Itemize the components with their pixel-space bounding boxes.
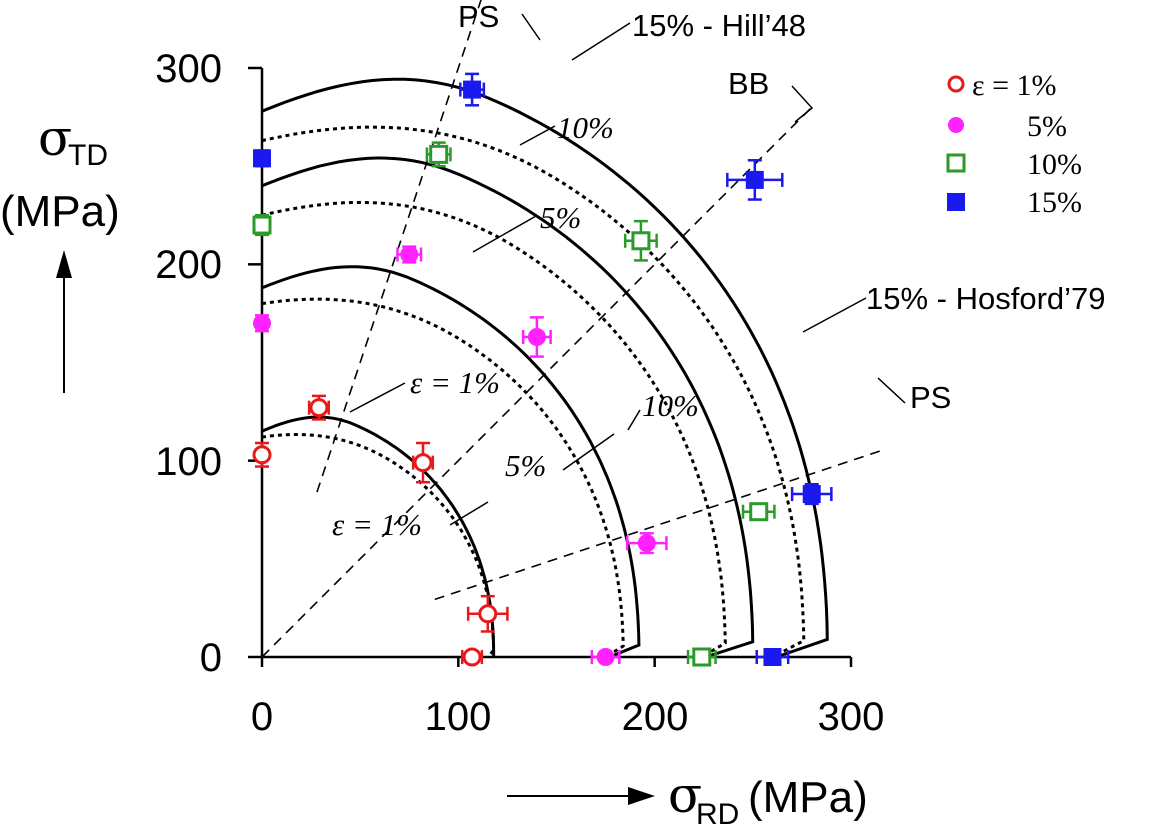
marker-open-circle [252, 445, 272, 465]
legend-item-15pct: 15% [947, 186, 1082, 219]
hill-10-label: 10% [557, 110, 614, 145]
data-point [623, 219, 658, 262]
marker-open-square [252, 215, 272, 235]
hill48-curve-5pct [261, 265, 641, 659]
data-point [466, 594, 509, 633]
hill48-curve-1pct [261, 415, 496, 658]
legend-item-10pct: 10% [946, 148, 1082, 181]
hosford-1-label: ε = 1% [332, 507, 422, 542]
x-axis-symbol: σ [668, 766, 702, 824]
data-point [252, 441, 272, 468]
ps-top-label: PS [458, 0, 499, 34]
bb-label: BB [728, 66, 769, 101]
legend-label: 5% [1027, 110, 1067, 143]
ps-right-label: PS [910, 380, 951, 415]
data-point [461, 647, 484, 667]
marker-filled-circle [400, 245, 419, 264]
y-axis-unit: (MPa) [0, 187, 120, 236]
yield-curves [261, 77, 829, 659]
data-point [396, 245, 423, 264]
marker-open-circle [462, 647, 482, 667]
marker-filled-circle [253, 314, 271, 333]
marker-filled-square [253, 149, 271, 168]
marker-filled-circle [596, 648, 615, 666]
hill48-label: 15% - Hill’48 [632, 8, 806, 43]
reference-lines [261, 0, 881, 658]
x-tick-label: 100 [425, 695, 492, 739]
hosford-5-label: 5% [505, 448, 546, 483]
x-axis-subscript: RD [696, 798, 739, 825]
data-point [625, 532, 668, 555]
hill-1-label: ε = 1% [410, 365, 500, 400]
marker-open-square [429, 144, 449, 164]
y-axis-subscript: TD [68, 139, 108, 172]
x-axis-label: σ RD (MPa) [507, 766, 868, 825]
legend-marker-open-square [946, 153, 966, 173]
annotations: PS 15% - Hill’48 BB 15% - Hosford’79 PS … [332, 0, 1106, 542]
legend-item-1pct: ε = 1% [947, 69, 1057, 102]
reference-line-bb [261, 106, 813, 658]
hosford79-curve-10pct [261, 200, 727, 659]
marker-open-circle [309, 398, 329, 418]
marker-open-square [692, 647, 712, 667]
legend-label: 10% [1027, 148, 1082, 181]
marker-filled-square [802, 485, 821, 504]
data-point [755, 648, 790, 666]
marker-open-circle [413, 453, 433, 473]
legend-marker-filled-circle [948, 117, 964, 133]
marker-open-square [749, 502, 769, 522]
marker-open-square [631, 231, 651, 251]
hosford79-label: 15% - Hosford’79 [866, 281, 1106, 316]
y-axis-symbol: σ [38, 109, 72, 167]
data-point [307, 394, 331, 421]
legend-marker-filled-square [947, 193, 965, 211]
legend-label: 15% [1027, 186, 1082, 219]
legend-item-5pct: 5% [948, 110, 1067, 143]
marker-filled-circle [637, 534, 656, 553]
reference-line-ps [434, 450, 881, 601]
reference-line-ps [316, 0, 482, 493]
data-point [252, 214, 272, 237]
marker-open-circle [478, 604, 498, 624]
data-point [790, 482, 833, 506]
axis-ticks [248, 66, 853, 667]
y-tick-label: 100 [155, 440, 222, 484]
y-tick-label: 200 [155, 243, 222, 287]
data-point [425, 141, 452, 168]
marker-filled-circle [527, 327, 546, 346]
data-point [521, 316, 552, 358]
hill48-curve-15pct [261, 77, 829, 659]
data-point [253, 314, 271, 333]
data-points [252, 72, 833, 667]
legend-marker-open-circle [947, 75, 965, 93]
x-tick-label: 300 [818, 695, 885, 739]
data-point [686, 647, 717, 667]
marker-filled-square [745, 170, 764, 189]
y-tick-label: 0 [200, 636, 222, 680]
x-axis-unit: (MPa) [748, 773, 868, 822]
y-tick-label: 300 [155, 47, 222, 91]
hosford-10-label: 10% [642, 388, 699, 423]
legend: ε = 1% 5% 10% 15% [946, 69, 1082, 219]
hill-5-label: 5% [540, 200, 581, 235]
x-tick-label: 200 [622, 695, 689, 739]
legend-label: ε = 1% [972, 69, 1057, 102]
hosford79-curve-1pct [261, 433, 496, 658]
marker-filled-square [463, 80, 482, 99]
data-point [590, 648, 621, 666]
data-point [741, 502, 776, 522]
data-point [411, 441, 435, 484]
y-axis-label: σ TD (MPa) [0, 109, 120, 393]
data-point [726, 159, 784, 201]
marker-filled-square [763, 648, 782, 666]
data-point [459, 72, 486, 107]
hill48-curve-10pct [261, 156, 755, 659]
data-point [253, 149, 271, 168]
x-tick-label: 0 [251, 695, 273, 739]
